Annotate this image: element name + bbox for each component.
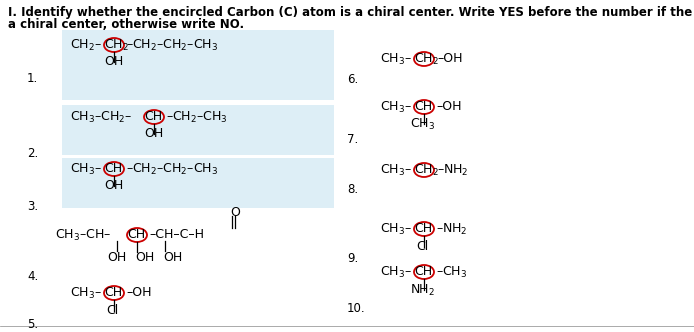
Text: CH$_3$–: CH$_3$– [70,162,102,177]
Text: CH$_2$–: CH$_2$– [70,38,102,53]
Text: CH: CH [414,100,432,113]
Text: CH: CH [414,222,432,235]
Text: CH$_3$–: CH$_3$– [380,265,412,280]
Text: –CH$_2$–CH$_2$–CH$_3$: –CH$_2$–CH$_2$–CH$_3$ [126,162,218,177]
Text: OH: OH [144,127,163,140]
Text: CH$_3$–CH–: CH$_3$–CH– [55,228,111,243]
Text: –CH$_3$: –CH$_3$ [436,265,467,280]
Bar [62,30,334,100]
Text: Cl: Cl [106,304,118,317]
Text: OH: OH [104,55,124,68]
Text: CH$_2$: CH$_2$ [414,163,439,178]
Text: a chiral center, otherwise write NO.: a chiral center, otherwise write NO. [8,18,244,31]
Text: –NH$_2$: –NH$_2$ [436,222,467,237]
Text: 5.: 5. [27,318,38,331]
Text: I. Identify whether the encircled Carbon (C) atom is a chiral center. Write YES : I. Identify whether the encircled Carbon… [8,6,694,19]
Text: CH: CH [414,265,432,278]
Text: OH: OH [135,251,154,264]
Text: 6.: 6. [347,73,358,86]
Text: CH$_3$–CH$_2$–: CH$_3$–CH$_2$– [70,110,133,125]
Text: –OH: –OH [436,100,462,113]
Text: –OH: –OH [126,286,151,299]
Bar [62,105,334,155]
Text: CH: CH [127,228,145,241]
Text: CH$_3$–: CH$_3$– [380,163,412,178]
Text: OH: OH [107,251,126,264]
Text: 10.: 10. [347,302,366,315]
Text: –NH$_2$: –NH$_2$ [437,163,468,178]
Text: CH: CH [104,162,122,175]
Text: OH: OH [104,179,124,192]
Text: –CH–C–H: –CH–C–H [149,228,204,241]
Text: 4.: 4. [27,270,38,283]
Text: 2.: 2. [27,147,38,160]
Text: 7.: 7. [347,133,358,146]
Text: CH$_3$–: CH$_3$– [70,286,102,301]
Text: O: O [230,206,240,219]
Text: CH$_3$–: CH$_3$– [380,52,412,67]
Bar [62,158,334,208]
Text: Cl: Cl [416,240,428,253]
Text: 3.: 3. [27,200,38,213]
Text: OH: OH [163,251,183,264]
Text: –CH$_2$–CH$_3$: –CH$_2$–CH$_3$ [166,110,228,125]
Text: CH$_3$: CH$_3$ [410,117,435,132]
Text: 8.: 8. [347,183,358,196]
Text: CH: CH [104,286,122,299]
Text: CH$_2$: CH$_2$ [414,52,439,67]
Text: CH$_2$: CH$_2$ [104,38,129,53]
Text: –CH$_2$–CH$_2$–CH$_3$: –CH$_2$–CH$_2$–CH$_3$ [126,38,218,53]
Text: NH$_2$: NH$_2$ [410,283,435,298]
Text: CH$_3$–: CH$_3$– [380,222,412,237]
Text: 9.: 9. [347,252,358,265]
Text: 1.: 1. [27,72,38,85]
Text: CH$_3$–: CH$_3$– [380,100,412,115]
Text: –OH: –OH [437,52,462,65]
Text: CH: CH [144,110,162,123]
